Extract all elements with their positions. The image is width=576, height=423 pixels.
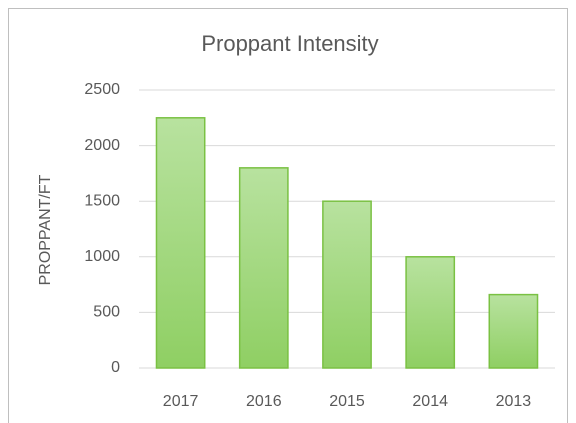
bar <box>405 256 456 369</box>
y-tick-label: 1000 <box>84 248 120 265</box>
x-tick-label: 2014 <box>412 393 448 410</box>
x-tick-label: 2017 <box>163 393 199 410</box>
y-axis-label: PROPPANT/FT <box>37 174 54 285</box>
y-tick-label: 1500 <box>84 192 120 209</box>
bar <box>322 200 372 369</box>
chart-title: Proppant Intensity <box>201 31 378 56</box>
y-tick-label: 2000 <box>84 137 120 154</box>
x-tick-label: 2013 <box>496 393 532 410</box>
bar <box>238 167 289 369</box>
y-tick-label: 0 <box>111 359 120 376</box>
bar <box>155 117 206 369</box>
y-tick-label: 2500 <box>84 81 120 98</box>
x-tick-label: 2016 <box>246 393 282 410</box>
bar <box>488 293 539 369</box>
y-tick-label: 500 <box>93 304 120 321</box>
x-tick-label: 2015 <box>329 393 365 410</box>
